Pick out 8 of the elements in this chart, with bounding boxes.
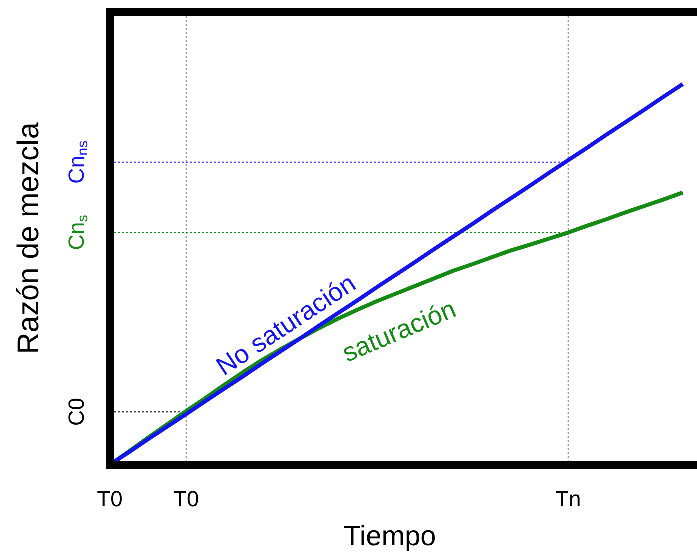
ref-line-label: Cns (64, 215, 92, 250)
x-tick-label: T0 (97, 486, 123, 512)
x-tick-label: T0 (174, 486, 200, 512)
x-axis-title: Tiempo (344, 520, 436, 552)
ref-line-label: C0 (64, 398, 90, 426)
x-tick-label: Tn (556, 486, 582, 512)
ref-line-label: Cnns (64, 140, 92, 184)
y-axis-title: Razón de mezcla (12, 122, 46, 354)
